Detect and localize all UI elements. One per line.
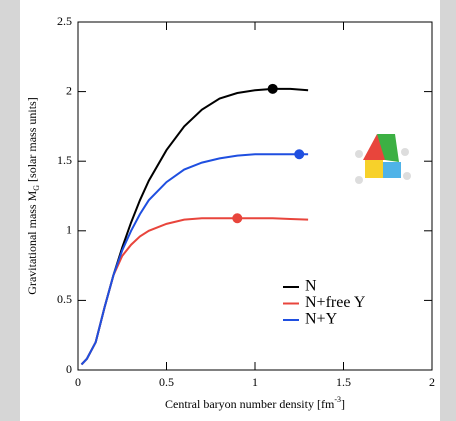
legend-label: N+Y — [305, 311, 338, 328]
x-label-text: Central baryon number density [fm — [165, 397, 335, 411]
y-tick-label: 0 — [66, 362, 72, 376]
puzzle-icon — [355, 134, 411, 184]
y-tick-label: 1 — [66, 223, 72, 237]
y-tick-label: 1.5 — [57, 153, 72, 167]
x-tick-label: 0.5 — [159, 375, 174, 389]
x-label-sup: -3 — [334, 395, 341, 404]
x-tick-label: 2 — [429, 375, 435, 389]
y-label-text: Gravitational mass M — [25, 190, 39, 294]
legend-label: N+free Y — [305, 294, 366, 311]
max-marker — [232, 213, 243, 224]
x-tick-label: 1.5 — [336, 375, 351, 389]
y-tick-label: 2.5 — [57, 14, 72, 28]
y-tick-label: 0.5 — [57, 292, 72, 306]
line-series — [80, 153, 309, 366]
y-label-end: [solar mass units] — [25, 97, 39, 185]
y-tick-label: 2 — [66, 83, 72, 97]
x-label-end: ] — [341, 397, 345, 411]
x-axis-label: Central baryon number density [fm-3] — [165, 395, 345, 411]
legend-label: N — [305, 278, 317, 295]
y-label-sub: G — [32, 185, 41, 191]
x-tick-label: 1 — [252, 375, 258, 389]
max-marker — [267, 83, 278, 94]
y-axis-label: Gravitational mass MG [solar mass units] — [25, 97, 41, 294]
max-marker — [294, 149, 305, 160]
panel — [20, 0, 440, 421]
x-tick-label: 0 — [75, 375, 81, 389]
